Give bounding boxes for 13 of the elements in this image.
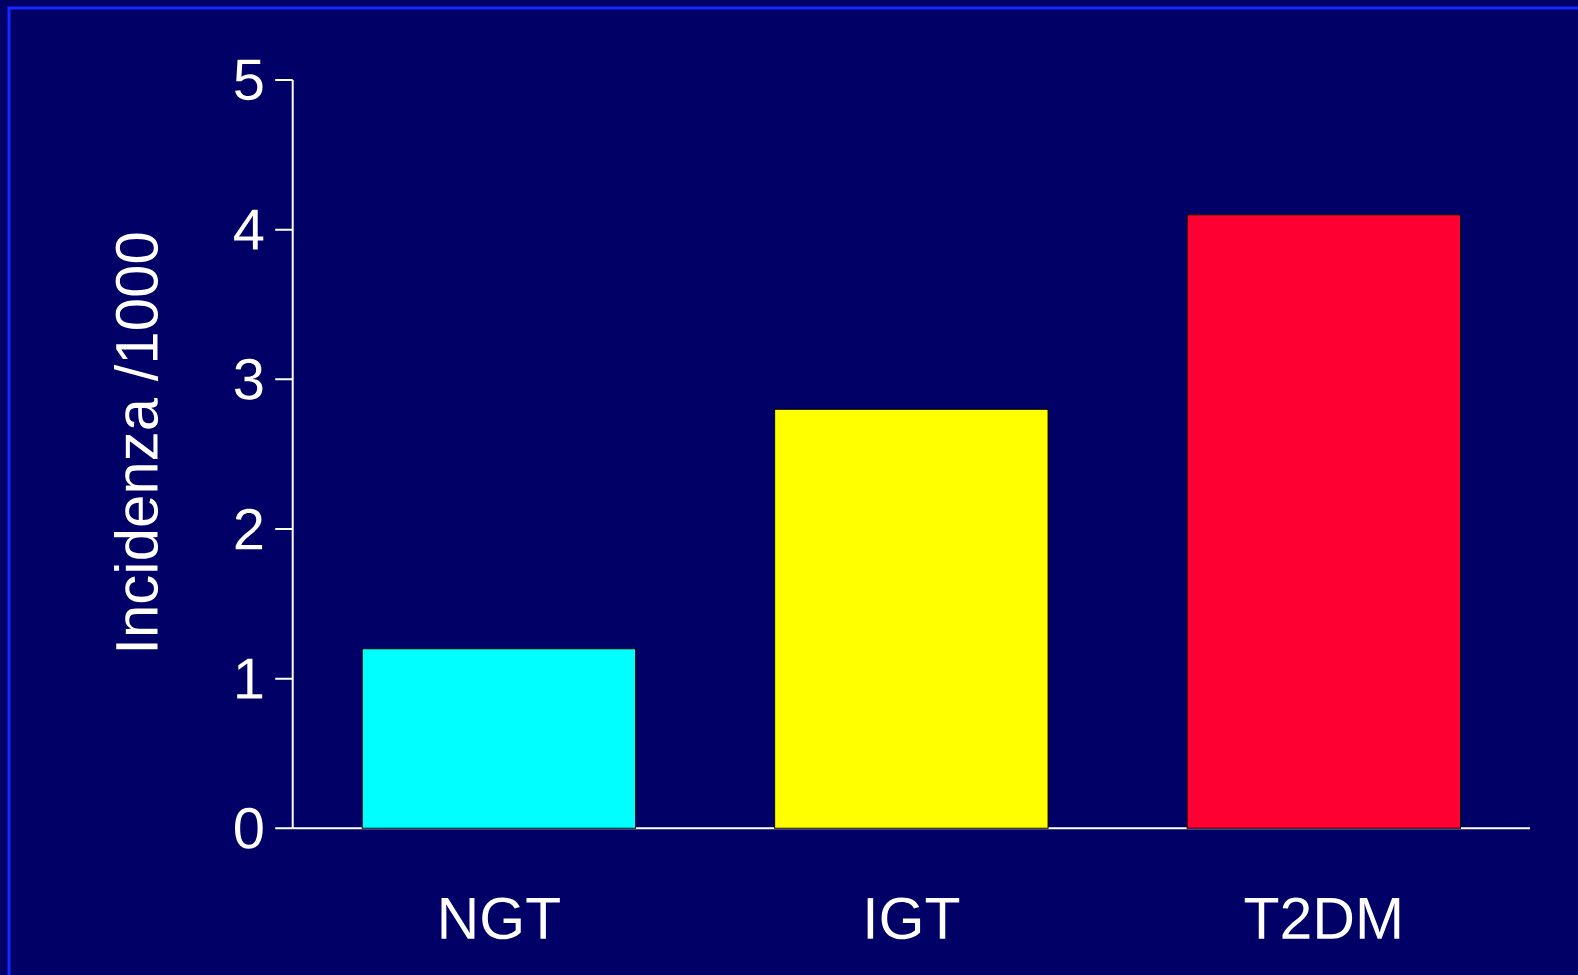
x-tick-label: IGT xyxy=(867,897,960,940)
bar xyxy=(774,408,1049,829)
y-tick-label: 2 xyxy=(235,508,263,550)
x-tick-label: T2DM xyxy=(1244,897,1400,939)
x-tick-label: NGT xyxy=(441,897,560,940)
y-tick-label: 5 xyxy=(235,59,263,101)
y-tick-label: 4 xyxy=(234,209,264,250)
y-tick-label: 0 xyxy=(235,807,263,849)
y-axis-title: Incidenza /1000 xyxy=(114,233,159,650)
bar xyxy=(1186,214,1462,829)
bar xyxy=(361,648,637,829)
y-tick-label: 3 xyxy=(234,358,263,400)
y-tick-label: 1 xyxy=(237,658,263,699)
